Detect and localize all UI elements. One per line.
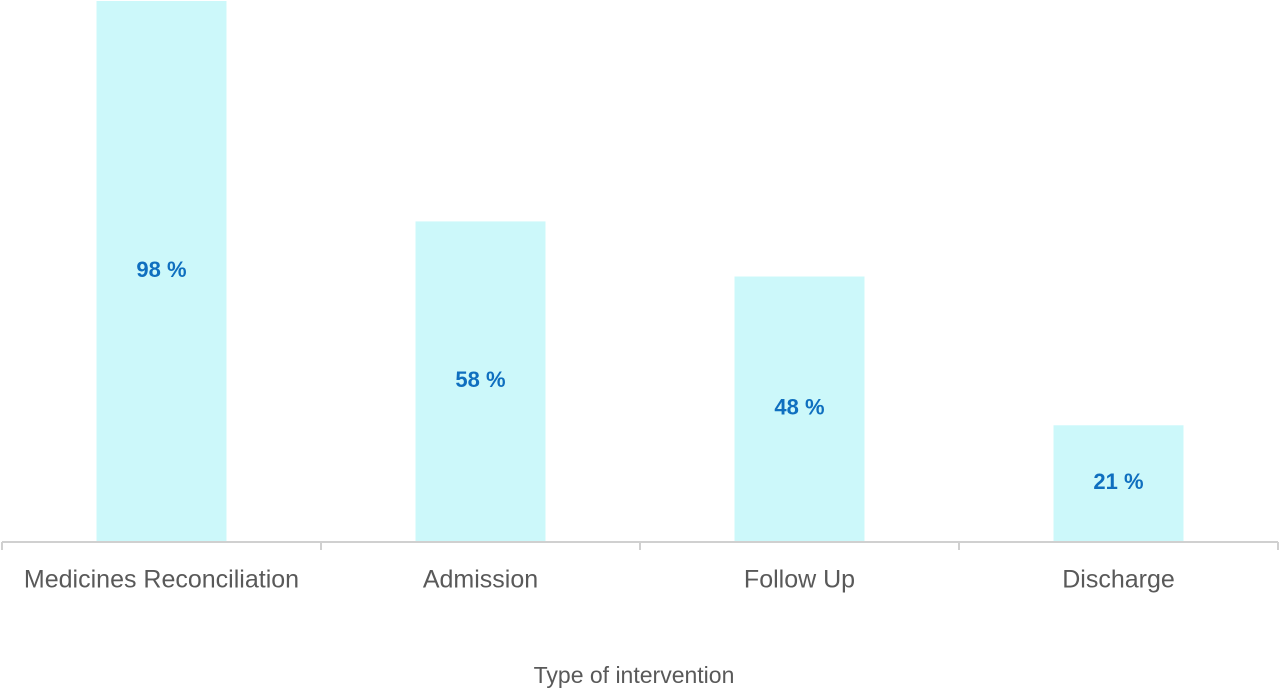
x-tick-label: Discharge xyxy=(1062,566,1175,594)
data-label: 98 % xyxy=(136,257,186,282)
x-tick-label: Admission xyxy=(423,566,538,594)
data-label: 21 % xyxy=(1093,469,1143,494)
x-tick-label: Follow Up xyxy=(744,566,855,594)
bar xyxy=(734,276,865,541)
x-axis-title: Type of intervention xyxy=(534,662,735,688)
x-tick-label: Medicines Reconciliation xyxy=(24,566,299,594)
bar xyxy=(1053,425,1184,541)
bar xyxy=(96,1,227,541)
bar xyxy=(415,221,546,542)
data-label: 58 % xyxy=(455,367,505,392)
data-label: 48 % xyxy=(774,395,824,420)
